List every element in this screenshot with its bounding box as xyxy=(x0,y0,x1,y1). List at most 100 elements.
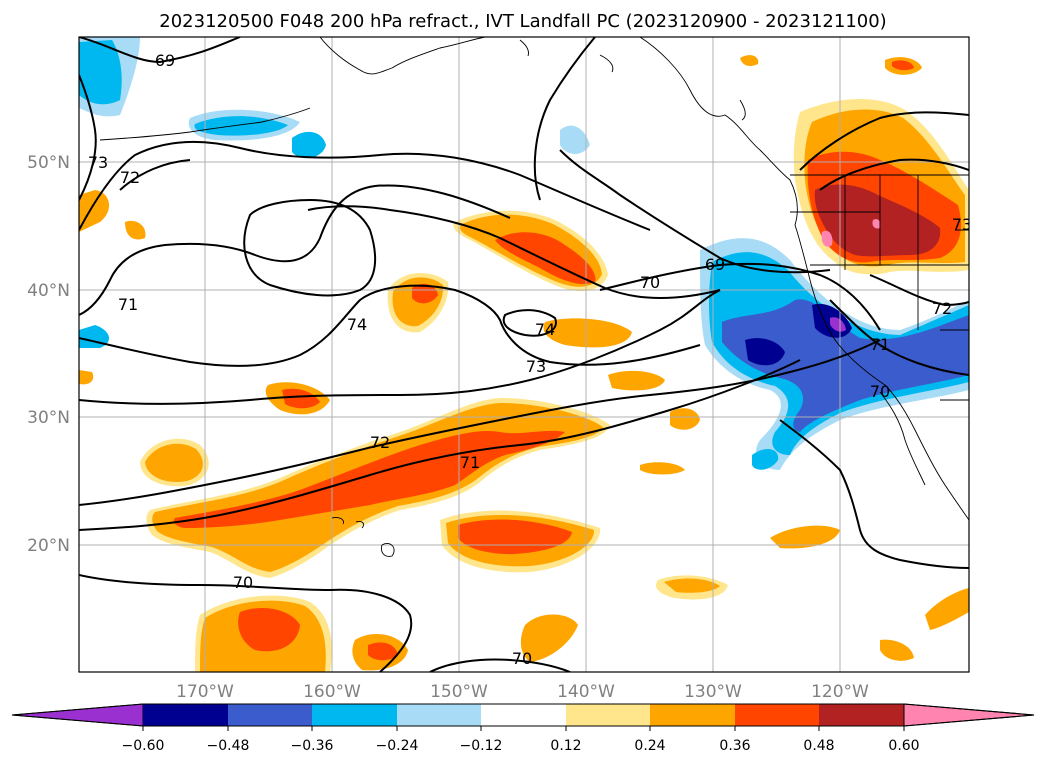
contour-label-72-east: 72 xyxy=(932,299,952,318)
colorbar-ticks xyxy=(142,726,905,731)
contour-line-74-east xyxy=(307,205,721,299)
colorbar-tick-label-7: 0.24 xyxy=(634,738,665,754)
pos-region-south-c xyxy=(520,614,578,662)
pos-region-south-east xyxy=(880,639,914,661)
colorbar-extend-low xyxy=(11,703,144,727)
pos-region-gulf-small xyxy=(740,55,759,66)
coast-hawaii xyxy=(331,517,395,557)
pos-region-mid-a-red xyxy=(412,283,438,304)
neg-region-small-south xyxy=(752,448,779,470)
pos-region-se-corner xyxy=(925,588,969,630)
contour-label-70-bottom: 70 xyxy=(512,649,532,668)
neg-region-west-coast-blue xyxy=(722,299,969,432)
contour-line-69-north xyxy=(79,37,241,64)
lat-label-50n: 50°N xyxy=(27,153,70,173)
pos-region-mid-c xyxy=(608,370,665,391)
contour-label-70-ca: 70 xyxy=(870,382,890,401)
contour-line-70-lower xyxy=(79,574,413,672)
contour-labels: 69 73 72 71 74 74 73 72 71 70 70 69 70 7… xyxy=(88,51,972,668)
contour-label-70-east: 70 xyxy=(640,273,660,292)
colorbar-segment-8 xyxy=(735,704,819,726)
contour-line-70-bottom xyxy=(429,658,571,672)
contour-line-72-east xyxy=(869,274,969,307)
colorbar-tick-label-1: −0.60 xyxy=(122,738,165,754)
contour-label-69-nw: 69 xyxy=(155,51,175,70)
colorbar-segment-1 xyxy=(143,704,228,726)
contour-label-73-west: 73 xyxy=(88,153,108,172)
colorbar-segment-3 xyxy=(312,704,397,726)
lat-label-40n: 40°N xyxy=(27,281,70,301)
contour-line-72-mid xyxy=(79,289,721,405)
lon-label-160w: 160°W xyxy=(303,682,361,702)
contour-line-70-south xyxy=(79,359,801,531)
contour-lines xyxy=(79,37,969,672)
contour-line-74-small xyxy=(502,309,557,337)
contour-line-71-south xyxy=(79,339,881,506)
contour-line-gulf xyxy=(533,37,596,201)
latitude-labels: 50°N 40°N 30°N 20°N xyxy=(27,153,70,556)
colorbar-segment-4 xyxy=(397,704,481,726)
colorbar-tick-label-9: 0.48 xyxy=(803,738,834,754)
colorbar-segment-6 xyxy=(566,704,650,726)
coast-baja xyxy=(879,391,926,486)
contour-line-72-west xyxy=(79,140,651,231)
contour-line-74-loop xyxy=(243,198,377,297)
pos-region-southwest-red xyxy=(238,608,300,652)
pos-region-west-a xyxy=(79,190,110,232)
pos-region-south-mid-red xyxy=(368,642,398,661)
lat-label-20n: 20°N xyxy=(27,536,70,556)
neg-region-gulf-alaska xyxy=(560,125,590,155)
contour-label-70-lower: 70 xyxy=(233,573,253,592)
colorbar-tick-label-3: −0.36 xyxy=(291,738,334,754)
map-frame xyxy=(78,36,970,673)
pos-region-small-se xyxy=(640,462,685,475)
colorbar-tick-label-6: 0.12 xyxy=(550,738,581,754)
colorbar-tick-label-2: −0.48 xyxy=(207,738,250,754)
pos-region-west-b xyxy=(125,220,146,240)
contour-line-70-ne xyxy=(799,111,969,171)
pos-region-nw-us-pink-b xyxy=(872,219,881,229)
coast-gulf-alaska-islands xyxy=(519,39,746,121)
lon-label-150w: 150°W xyxy=(430,682,488,702)
pos-region-west-tropics-orange xyxy=(145,443,203,482)
contour-label-72-mid: 72 xyxy=(370,433,390,452)
filled-anomaly-layer xyxy=(79,37,969,672)
colorbar-tick-label-10: 0.60 xyxy=(888,738,919,754)
graticule xyxy=(79,37,969,672)
coast-alaska xyxy=(319,37,761,151)
colorbar: −0.60 −0.48 −0.36 −0.24 −0.12 0.12 0.24 … xyxy=(11,703,1035,754)
pos-region-west-c xyxy=(79,370,94,385)
contour-label-74-mid: 74 xyxy=(347,315,367,334)
coast-bc-wa-or-ca xyxy=(759,149,969,521)
pos-region-nw-us-pink-a xyxy=(821,230,833,247)
pos-region-hawaii-nw-red xyxy=(282,388,320,409)
longitude-labels: 170°W 160°W 150°W 140°W 130°W 120°W xyxy=(176,682,869,702)
contour-label-74-small: 74 xyxy=(535,320,555,339)
contour-label-71-south: 71 xyxy=(460,453,480,472)
pos-region-east-tropics-a xyxy=(770,525,840,549)
contour-line-70-bc xyxy=(819,158,969,191)
lon-label-120w: 120°W xyxy=(811,682,869,702)
lon-label-130w: 130°W xyxy=(684,682,742,702)
contour-label-71-east: 71 xyxy=(870,335,890,354)
contour-line-se-curve xyxy=(779,419,969,569)
neg-region-nw-coast-core xyxy=(79,40,122,105)
contour-label-69-east: 69 xyxy=(705,255,725,274)
contour-label-73-mid: 73 xyxy=(526,357,546,376)
contour-line-73-west xyxy=(79,74,97,201)
contour-label-73-ne: 73 xyxy=(952,215,972,234)
colorbar-segment-7 xyxy=(650,704,735,726)
colorbar-segment-5 xyxy=(481,704,566,726)
contour-line-72-nw xyxy=(119,159,191,191)
contour-line-70-east xyxy=(599,262,881,331)
state-borders xyxy=(790,174,969,401)
pos-region-mid-d xyxy=(670,408,700,430)
coastlines xyxy=(99,37,969,557)
colorbar-segment-2 xyxy=(228,704,312,726)
contour-line-73-mid xyxy=(79,284,701,367)
coast-aleutians xyxy=(99,107,311,141)
colorbar-tick-label-5: −0.12 xyxy=(460,738,503,754)
lat-label-30n: 30°N xyxy=(27,408,70,428)
pos-region-mid-b xyxy=(543,318,632,348)
